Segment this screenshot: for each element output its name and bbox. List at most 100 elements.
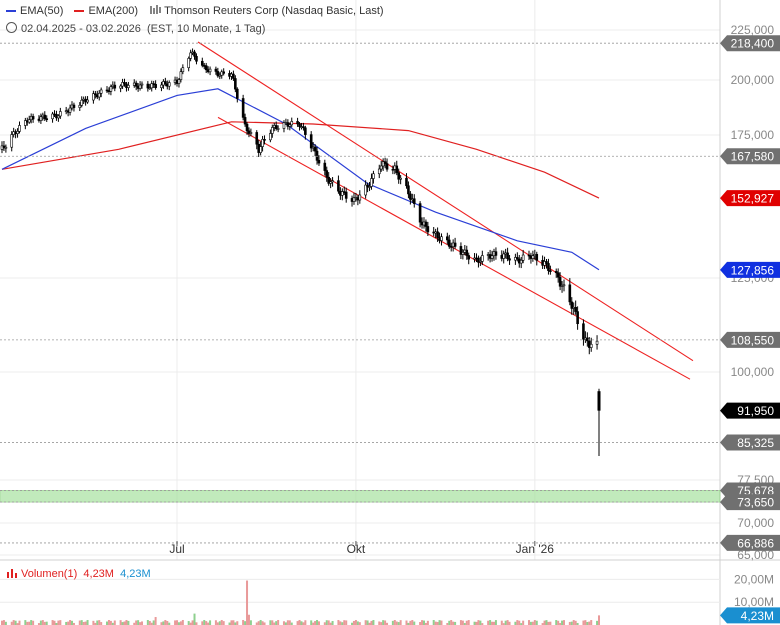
volume-bar [92, 620, 95, 625]
y-tick-label: 225,000 [731, 23, 775, 37]
volume-bar [298, 619, 301, 625]
volume-bar [557, 620, 560, 625]
volume-bar [109, 620, 112, 625]
price-tag-label: 85,325 [737, 436, 774, 450]
volume-bar [446, 623, 449, 625]
volume-bar [372, 620, 375, 625]
volume-bar [123, 621, 126, 625]
price-candle [576, 311, 579, 325]
volume-bar [288, 620, 291, 625]
price-tag-label: 152,927 [731, 192, 775, 206]
volume-bar [174, 620, 177, 625]
price-candle [412, 198, 416, 204]
volume-bar [263, 622, 266, 625]
volume-value-red: 4,23M [83, 568, 114, 580]
volume-bar [80, 620, 83, 625]
volume-bar [506, 620, 509, 625]
volume-bar [475, 621, 478, 625]
volume-bar [96, 620, 99, 625]
volume-bar [570, 621, 573, 625]
volume-bar [304, 620, 307, 625]
horizontal-levels [0, 42, 720, 544]
price-candle [127, 85, 130, 88]
volume-bar [205, 621, 208, 625]
price-candle [18, 125, 21, 132]
volume-bar [51, 620, 54, 625]
volume-bar [189, 622, 192, 625]
volume-bar [222, 621, 225, 625]
price-candle [531, 255, 535, 259]
volume-bar [86, 620, 89, 625]
price-tag [720, 35, 780, 52]
volume-bar [584, 620, 587, 625]
volume-bar [500, 620, 503, 625]
price-candle [24, 120, 27, 126]
volume-bar [160, 622, 163, 625]
price-candle [397, 172, 401, 180]
ema200-line [1, 121, 600, 199]
price-candle [43, 114, 47, 119]
volume-bar [382, 620, 385, 625]
volume-tick-label: 20,00M [734, 572, 774, 586]
volume-bar [168, 622, 171, 625]
volume-bar [209, 620, 212, 625]
price-tag [720, 148, 780, 165]
volume-bar [187, 621, 190, 625]
volume-bar [18, 620, 21, 625]
volume-bar [463, 623, 466, 625]
price-candle [436, 231, 439, 238]
volume-bar [259, 619, 262, 625]
volume-bar [232, 620, 235, 625]
volume-bar [220, 619, 223, 625]
volume-bar [59, 620, 62, 625]
volume-bar [37, 623, 40, 625]
volume-bar [411, 620, 414, 625]
volume-bar [53, 620, 56, 625]
price-candle [214, 68, 218, 72]
volume-value-blue: 4,23M [120, 568, 151, 580]
price-candle [232, 73, 235, 79]
volume-bar [555, 620, 558, 625]
volume-bar [100, 622, 103, 625]
volume-bar [345, 620, 348, 625]
price-candle [344, 191, 348, 199]
volume-bar [364, 620, 367, 625]
volume-bar [378, 621, 381, 625]
price-candle [519, 260, 523, 264]
volume-bar [177, 622, 180, 625]
price-candle [426, 226, 430, 233]
price-candle [407, 185, 410, 195]
support-band [0, 490, 721, 503]
volume-bar [113, 620, 116, 625]
price-candle [31, 116, 35, 120]
price-candle [16, 131, 19, 134]
volume-bar [55, 623, 58, 625]
volume-bar [422, 620, 425, 625]
price-candle [113, 84, 117, 89]
price-candle [477, 257, 480, 263]
volume-bar [545, 620, 548, 625]
volume-bar [504, 620, 507, 625]
volume-bar [166, 621, 169, 625]
price-candle [459, 246, 463, 255]
volume-bar [531, 621, 534, 625]
volume-bar [397, 622, 400, 625]
volume-bar [461, 620, 464, 625]
volume-bar [479, 620, 482, 625]
price-candle [597, 391, 601, 411]
price-candle [302, 126, 305, 129]
volume-bar [317, 621, 320, 625]
price-candle [377, 168, 381, 175]
price-candle [68, 107, 72, 113]
price-candle [193, 51, 196, 57]
price-tags: 218,400 167,580 152,927 127,856 108,550 91,95… [720, 35, 780, 551]
volume-tag [720, 607, 780, 624]
price-candle [150, 83, 154, 89]
volume-bar [2, 620, 5, 625]
price-candle [181, 67, 185, 73]
volume-bar [522, 620, 525, 625]
volume-bar [467, 620, 470, 625]
volume-bar [14, 620, 17, 625]
